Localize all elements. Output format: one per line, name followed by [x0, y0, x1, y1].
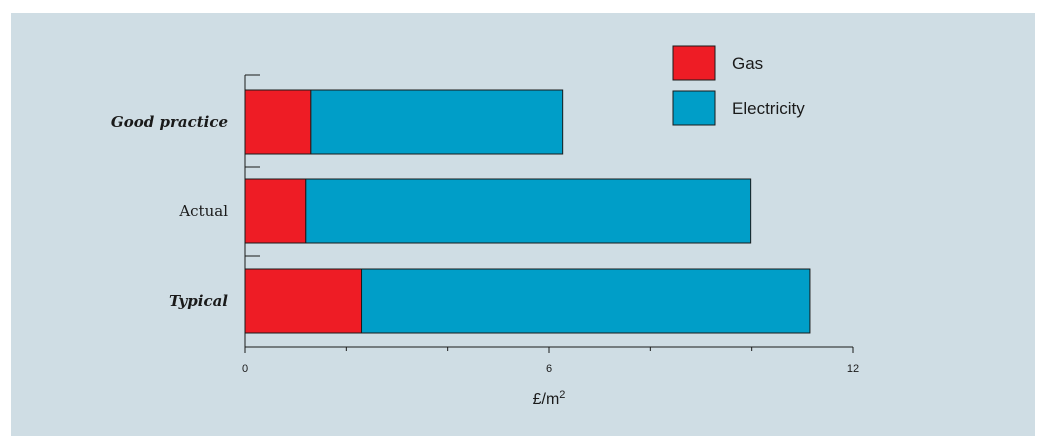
x-tick-label: 0: [242, 363, 248, 375]
legend-swatch: [672, 45, 716, 81]
legend: Gas Electricity: [672, 45, 805, 126]
bar-gas: [244, 178, 307, 244]
bar-layer: [244, 89, 811, 334]
x-tick-label: 6: [546, 363, 552, 375]
x-axis-title: £/m2: [533, 389, 566, 408]
bar-gas: [244, 89, 312, 155]
bar-electricity: [361, 268, 811, 334]
bar-gas: [244, 268, 363, 334]
legend-label: Electricity: [732, 99, 805, 118]
bar-electricity: [310, 89, 564, 155]
legend-label: Gas: [732, 54, 763, 73]
category-label: Typical: [169, 292, 228, 310]
category-label: Actual: [178, 202, 228, 220]
bar-electricity: [305, 178, 752, 244]
x-tick-label: 12: [847, 363, 859, 375]
category-label: Good practice: [111, 113, 228, 131]
legend-swatch: [672, 90, 716, 126]
label-layer: 0 6 12 £/m2 Good practice Actual Typical: [111, 113, 859, 408]
